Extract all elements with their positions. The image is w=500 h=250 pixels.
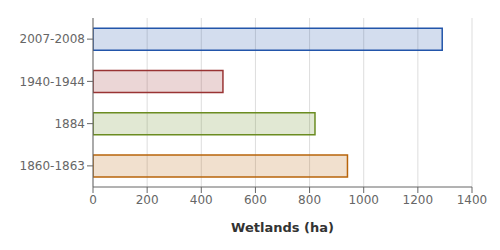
svg-text:2007-2008: 2007-2008 <box>20 32 85 46</box>
svg-text:0: 0 <box>89 193 97 207</box>
svg-text:400: 400 <box>190 193 213 207</box>
svg-text:Wetlands (ha): Wetlands (ha) <box>231 220 334 235</box>
svg-text:600: 600 <box>244 193 267 207</box>
svg-text:200: 200 <box>136 193 159 207</box>
svg-text:800: 800 <box>298 193 321 207</box>
svg-text:1940-1944: 1940-1944 <box>20 75 85 89</box>
svg-text:1860-1863: 1860-1863 <box>20 159 85 173</box>
svg-text:1000: 1000 <box>348 193 379 207</box>
svg-text:1200: 1200 <box>403 193 434 207</box>
svg-text:1400: 1400 <box>457 193 488 207</box>
svg-text:1884: 1884 <box>54 117 85 131</box>
